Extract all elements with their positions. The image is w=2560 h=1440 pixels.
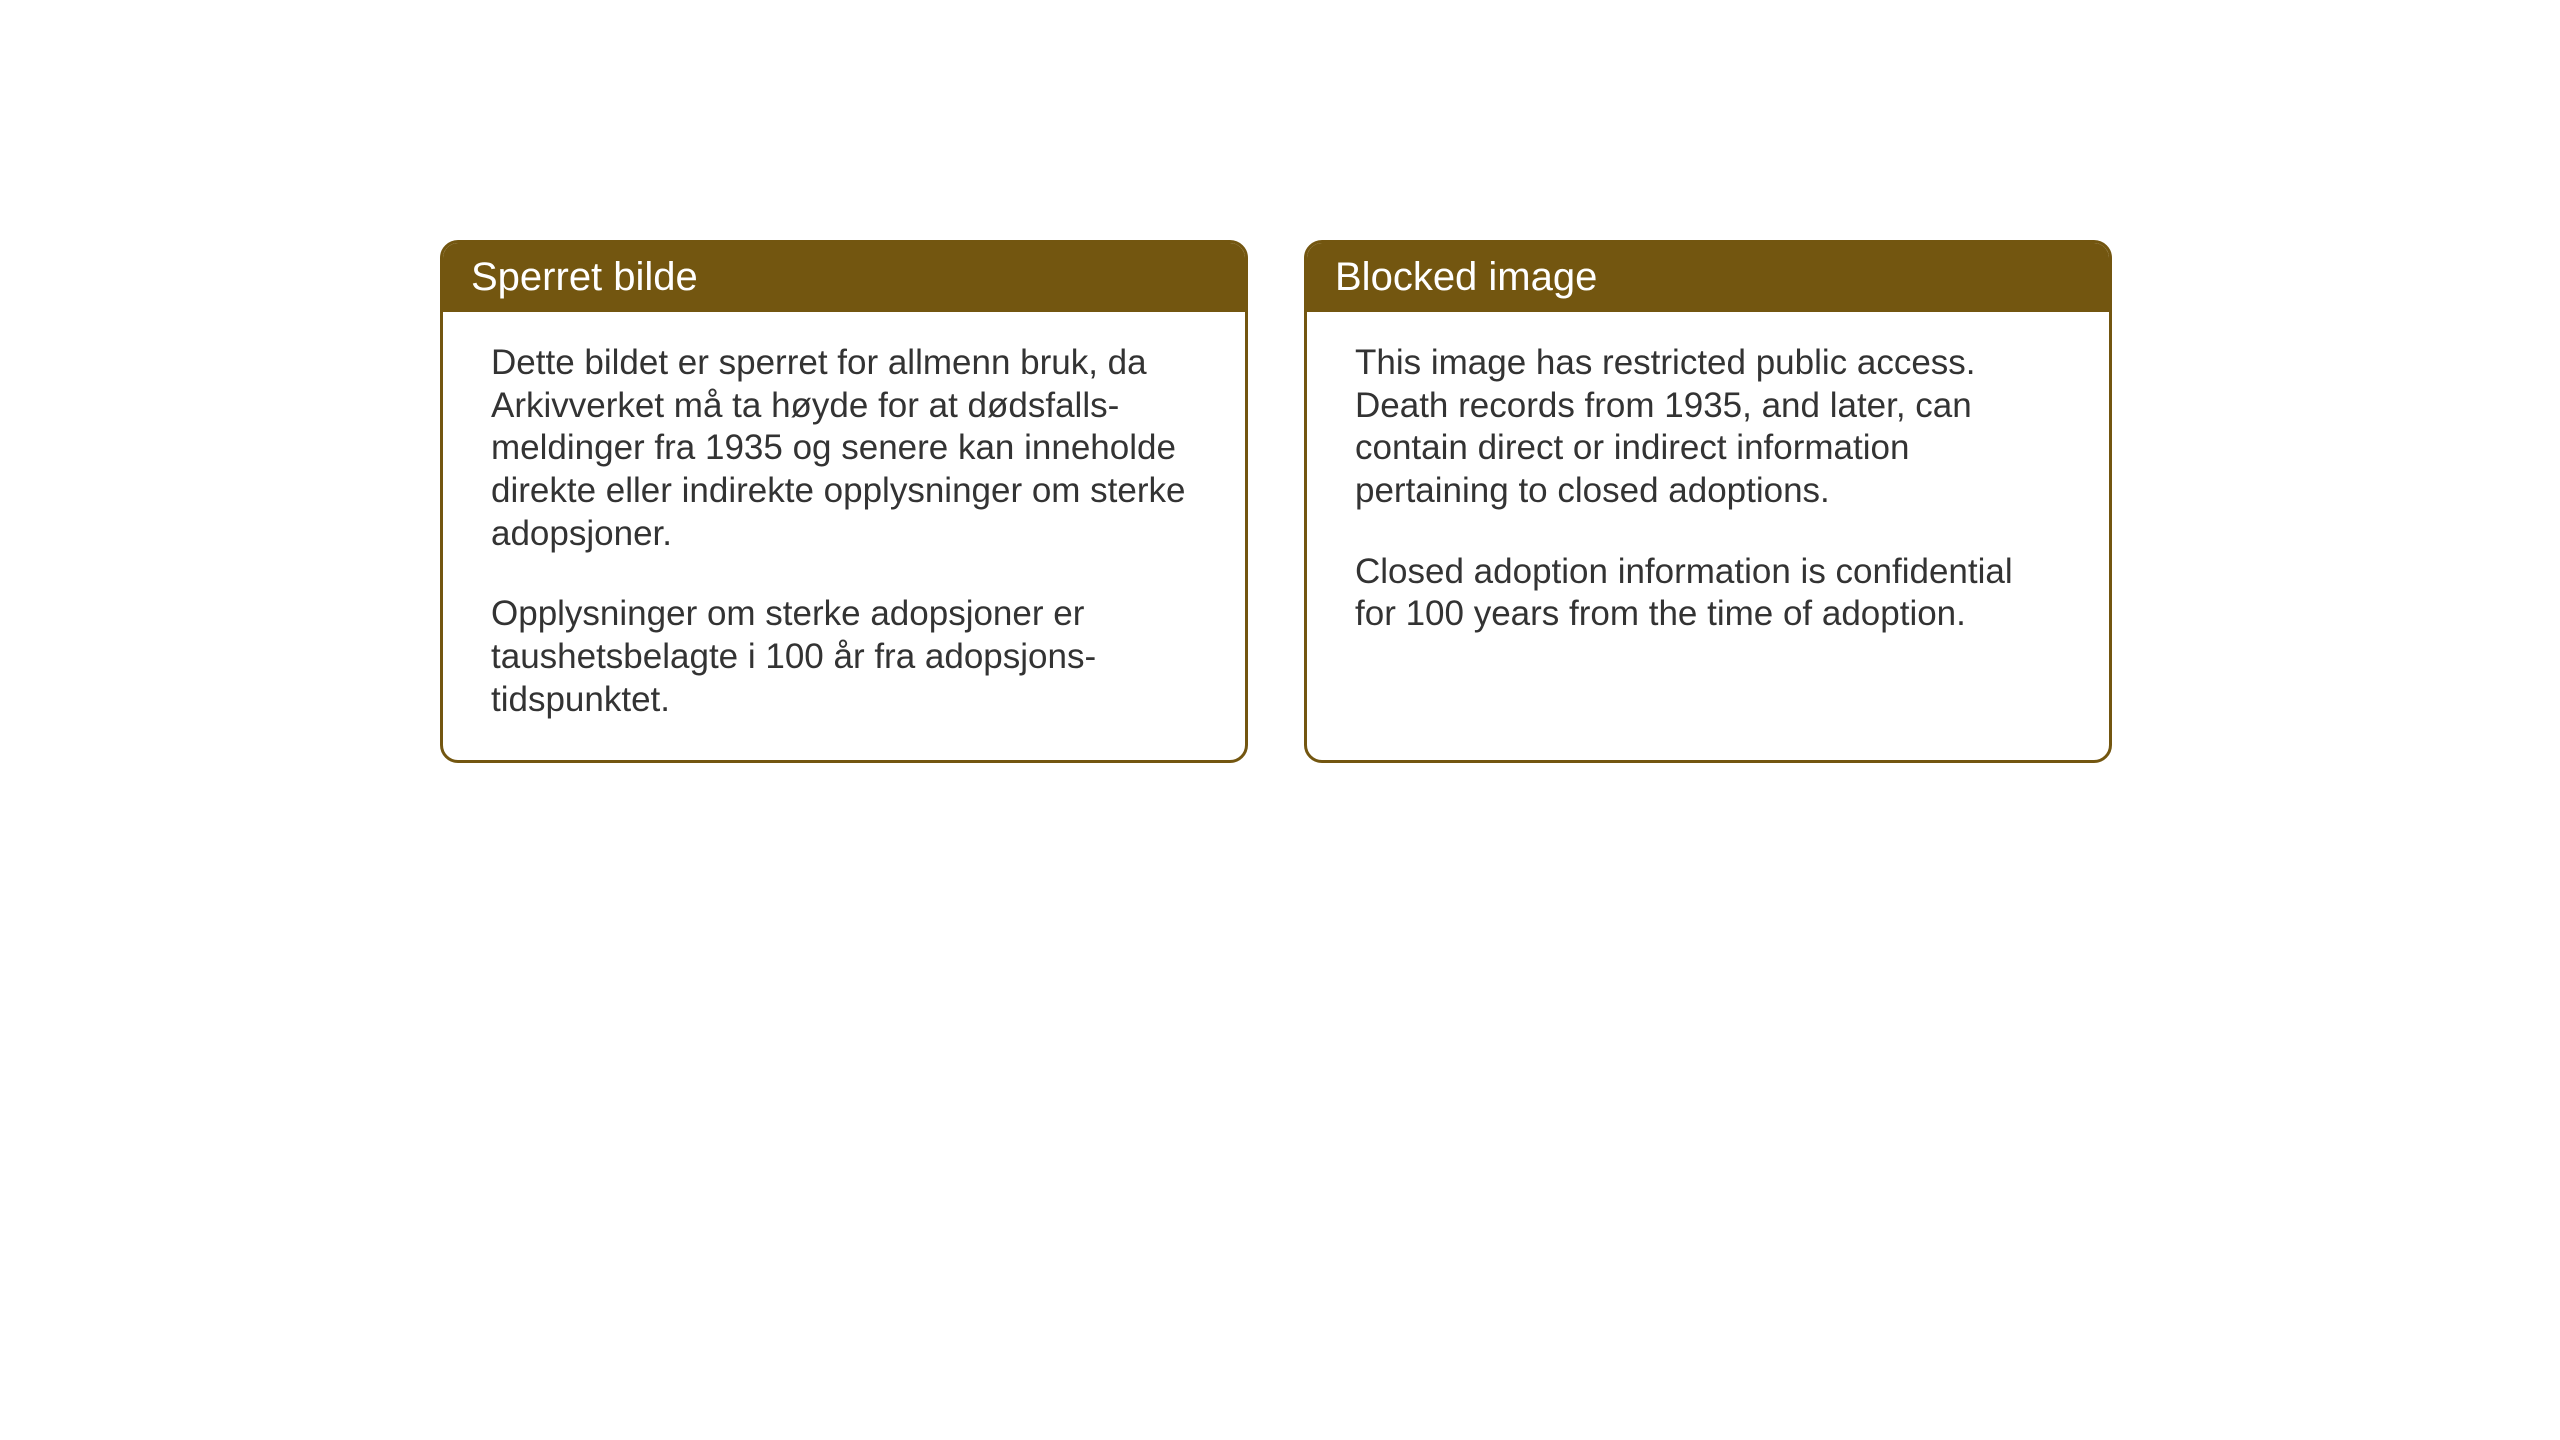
card-header-english: Blocked image [1307,243,2109,312]
notice-container: Sperret bilde Dette bildet er sperret fo… [440,240,2112,763]
card-paragraph-2-norwegian: Opplysninger om sterke adopsjoner er tau… [491,593,1197,721]
card-title-english: Blocked image [1335,255,1597,299]
notice-card-english: Blocked image This image has restricted … [1304,240,2112,763]
card-header-norwegian: Sperret bilde [443,243,1245,312]
card-body-english: This image has restricted public access.… [1307,312,2109,732]
card-body-norwegian: Dette bildet er sperret for allmenn bruk… [443,312,1245,760]
card-title-norwegian: Sperret bilde [471,255,698,299]
notice-card-norwegian: Sperret bilde Dette bildet er sperret fo… [440,240,1248,763]
card-paragraph-2-english: Closed adoption information is confident… [1355,551,2061,636]
card-paragraph-1-english: This image has restricted public access.… [1355,342,2061,513]
card-paragraph-1-norwegian: Dette bildet er sperret for allmenn bruk… [491,342,1197,555]
